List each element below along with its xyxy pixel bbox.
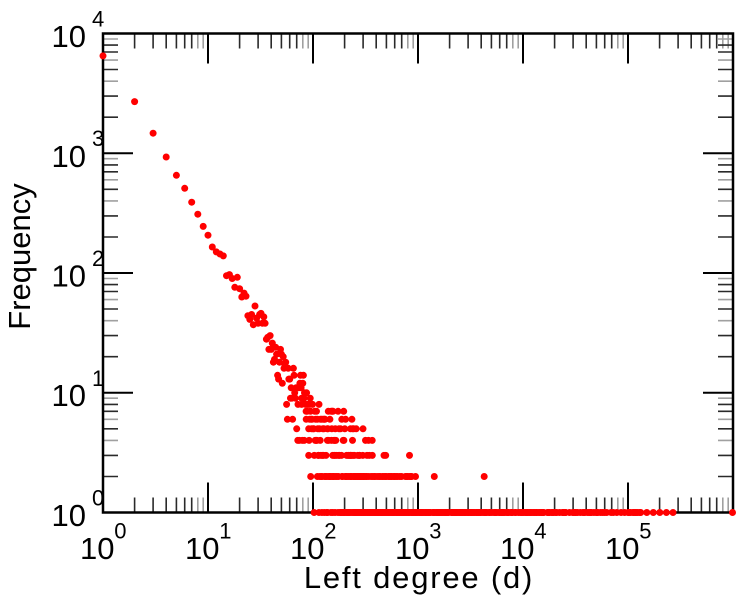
svg-text:5: 5 <box>639 519 651 544</box>
svg-text:1: 1 <box>219 519 231 544</box>
svg-text:10: 10 <box>52 19 86 54</box>
svg-text:4: 4 <box>534 519 546 544</box>
svg-text:10: 10 <box>185 531 219 566</box>
svg-text:10: 10 <box>500 531 534 566</box>
svg-text:10: 10 <box>52 259 86 294</box>
svg-text:3: 3 <box>429 519 441 544</box>
svg-text:2: 2 <box>92 246 104 271</box>
svg-text:10: 10 <box>290 531 324 566</box>
svg-text:2: 2 <box>324 519 336 544</box>
svg-text:Frequency: Frequency <box>2 183 37 330</box>
svg-text:0: 0 <box>92 486 104 511</box>
svg-text:4: 4 <box>92 7 104 32</box>
svg-text:Left degree (d): Left degree (d) <box>304 560 534 595</box>
svg-text:10: 10 <box>52 139 86 174</box>
svg-text:10: 10 <box>80 531 114 566</box>
svg-text:10: 10 <box>605 531 639 566</box>
svg-text:10: 10 <box>52 498 86 533</box>
svg-text:10: 10 <box>395 531 429 566</box>
svg-text:3: 3 <box>92 126 104 151</box>
svg-text:10: 10 <box>52 378 86 413</box>
svg-text:0: 0 <box>114 519 126 544</box>
svg-text:1: 1 <box>92 366 104 391</box>
